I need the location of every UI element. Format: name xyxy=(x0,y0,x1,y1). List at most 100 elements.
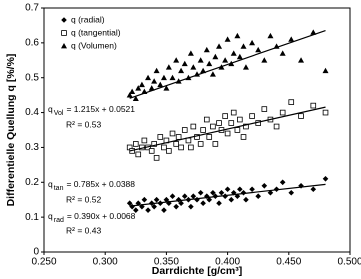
data-point xyxy=(322,176,329,182)
equation-symbol: q xyxy=(48,211,53,221)
data-point xyxy=(173,141,179,147)
data-point xyxy=(249,39,256,46)
data-point xyxy=(273,123,280,130)
data-point xyxy=(261,182,268,189)
data-point xyxy=(210,123,216,130)
data-point xyxy=(267,189,274,196)
data-point xyxy=(157,134,164,140)
data-point xyxy=(166,148,172,154)
data-point xyxy=(132,141,139,147)
data-point xyxy=(234,32,241,39)
data-point xyxy=(222,193,228,200)
data-point xyxy=(236,53,243,60)
data-point xyxy=(169,74,176,81)
data-point xyxy=(173,57,180,63)
data-point xyxy=(129,88,136,95)
data-point xyxy=(181,193,188,200)
data-point xyxy=(169,130,176,137)
data-point xyxy=(141,137,148,144)
data-point xyxy=(224,130,231,137)
data-point xyxy=(210,189,216,196)
data-point xyxy=(288,36,295,42)
data-point xyxy=(148,85,155,91)
x-tick-label: 0.350 xyxy=(154,257,179,268)
data-point xyxy=(160,74,167,81)
data-point xyxy=(129,203,135,210)
data-point xyxy=(178,144,184,151)
data-point xyxy=(126,92,133,98)
data-point xyxy=(151,78,158,84)
data-point xyxy=(151,203,157,210)
data-point xyxy=(175,134,182,140)
y-tick-label: 0.1 xyxy=(25,212,39,223)
data-point xyxy=(206,134,213,140)
r-squared: R² = 0.53 xyxy=(66,119,101,129)
legend-marker xyxy=(61,43,67,49)
legend-label: q (Volumen) xyxy=(71,40,117,50)
data-point xyxy=(126,200,133,206)
legend-label: q (radial) xyxy=(71,14,105,24)
data-point xyxy=(298,57,305,63)
data-point xyxy=(203,116,210,123)
data-point xyxy=(249,113,255,119)
y-tick-label: 0.6 xyxy=(25,37,39,48)
data-point xyxy=(187,50,194,56)
trend-line xyxy=(129,106,326,152)
data-point xyxy=(185,137,192,144)
y-tick-label: 0.7 xyxy=(25,3,39,14)
data-point xyxy=(322,109,329,116)
data-point xyxy=(322,67,329,74)
data-point xyxy=(224,186,231,193)
data-point xyxy=(135,151,142,158)
equation-text: = 1.215x + 0.0521 xyxy=(66,104,135,114)
data-point xyxy=(151,141,157,147)
data-point xyxy=(197,141,204,147)
data-point xyxy=(310,186,317,193)
data-point xyxy=(279,109,286,116)
data-point xyxy=(190,193,197,200)
x-tick-label: 0.300 xyxy=(93,257,118,268)
data-point xyxy=(230,109,237,116)
data-point xyxy=(249,186,255,193)
data-point xyxy=(288,189,295,196)
data-point xyxy=(165,64,172,70)
data-point xyxy=(197,189,204,196)
data-point xyxy=(261,57,268,63)
x-tick-label: 0.500 xyxy=(337,257,361,268)
data-point xyxy=(234,127,241,133)
data-point xyxy=(133,207,139,213)
data-point xyxy=(242,64,249,70)
data-point xyxy=(175,196,182,203)
y-tick-label: 0.2 xyxy=(25,177,39,188)
legend-label: q (tangential) xyxy=(71,27,121,37)
data-point xyxy=(153,155,160,161)
data-point xyxy=(279,50,286,56)
data-point xyxy=(255,46,262,53)
r-squared: R² = 0.43 xyxy=(66,225,101,235)
trend-line xyxy=(129,183,326,207)
r-squared: R² = 0.52 xyxy=(66,194,101,204)
data-point xyxy=(135,85,142,91)
data-point xyxy=(261,106,268,112)
data-point xyxy=(240,43,247,49)
data-point xyxy=(135,200,142,206)
data-point xyxy=(203,46,210,53)
data-point xyxy=(218,189,225,196)
data-point xyxy=(228,120,235,126)
equation-text: = 0.785x + 0.0388 xyxy=(66,179,135,189)
data-point xyxy=(178,200,184,206)
data-point xyxy=(132,95,139,102)
data-point xyxy=(212,141,219,147)
equation: qtan = 0.785x + 0.0388 xyxy=(48,179,135,192)
data-point xyxy=(157,81,164,88)
data-point xyxy=(163,196,170,203)
data-point xyxy=(169,193,176,200)
equation: qrad = 0.390x + 0.0068 xyxy=(48,211,136,224)
data-point xyxy=(194,196,200,203)
data-point xyxy=(310,29,317,35)
data-point xyxy=(243,196,249,203)
equation-text: = 0.390x + 0.0068 xyxy=(67,211,136,221)
data-point xyxy=(161,144,167,151)
y-tick-label: 0.5 xyxy=(25,72,39,83)
